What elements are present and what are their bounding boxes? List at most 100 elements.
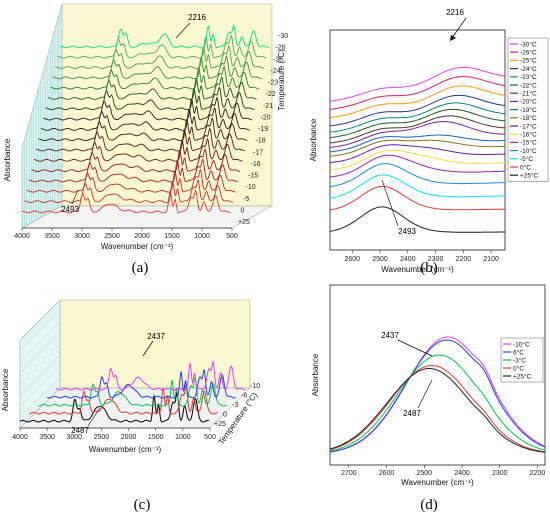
z-tick-label-c: 0	[223, 412, 227, 419]
x-tick-label-d: 2600	[379, 470, 395, 477]
legend-label-d: -10°C	[513, 340, 530, 348]
series-line-b	[329, 134, 505, 153]
series-line-a	[59, 24, 269, 49]
z-tick-label-a: -26	[276, 45, 286, 52]
x-tick-label-c: 2500	[94, 434, 110, 441]
x-axis-label-b: Wavenumber (cm⁻¹)	[381, 265, 454, 274]
x-tick-label-c: 1000	[175, 434, 191, 441]
x-tick-label-a: 3000	[74, 233, 90, 240]
legend-label-b: -30°C	[520, 40, 537, 48]
z-tick-label-c: -10	[250, 383, 260, 390]
z-tick-label-a: -21	[263, 103, 273, 110]
x-tick-label-d: 2300	[492, 470, 508, 477]
z-tick-label-c: -6	[241, 393, 247, 400]
series-line-d	[329, 364, 546, 453]
z-tick-label-a: -18	[256, 138, 266, 145]
series-line-a	[38, 116, 248, 142]
x-tick-label-d: 2500	[417, 470, 433, 477]
x-tick-label-b: 2100	[483, 256, 499, 263]
x-tick-label-c: 1500	[148, 434, 164, 441]
x-tick-label-a: 2000	[134, 233, 150, 240]
series-line-b	[329, 144, 506, 164]
legend-label-b: -16°C	[520, 131, 537, 139]
annotation-2216-b: 2216	[446, 8, 464, 17]
annotation-2216-a: 2216	[188, 13, 206, 22]
x-tick-label-a: 1000	[194, 233, 210, 240]
legend-label-b: -21°C	[520, 90, 537, 98]
annotation-arrow-a	[71, 189, 79, 205]
annotation-arrow-d	[397, 339, 433, 357]
legend-label-b: -18°C	[520, 114, 537, 122]
x-axis-label-d: Wavenumber (cm⁻¹)	[401, 478, 474, 487]
left-wall-gridline-c	[19, 343, 61, 385]
panel-c-chart: 4000 3500 3000 2500 2000 1500 1000 500 Wavenumbe…	[1, 299, 260, 454]
y-axis-label-d: Absorbance	[311, 353, 320, 396]
legend-label-b: -22°C	[520, 81, 537, 89]
series-line-a	[55, 44, 265, 69]
x-tick-label-d: 2200	[530, 470, 546, 477]
left-wall-gridline-c	[19, 310, 61, 352]
annotation-2493-b: 2493	[398, 227, 416, 236]
annotation-arrow-c	[142, 340, 154, 357]
panel-label-c: (c)	[134, 497, 151, 513]
z-tick-label-a: -23	[268, 80, 278, 87]
legend-label-b: -25°C	[520, 57, 537, 65]
left-wall-gridline-c	[19, 365, 61, 407]
x-tick-label-c: 3000	[66, 434, 82, 441]
series-line-a	[50, 65, 260, 90]
series-line-d	[329, 354, 546, 452]
left-wall	[21, 3, 63, 229]
legend-label-b: -23°C	[520, 73, 537, 81]
legend-label-b: +25°C	[520, 172, 539, 180]
series-line-b	[329, 115, 506, 144]
series-line-a	[24, 178, 234, 203]
annotation-arrow-b	[451, 17, 467, 39]
z-tick-label-a: -30	[278, 33, 288, 40]
series-line-a	[48, 75, 257, 100]
legend-label-d: 6°C	[513, 348, 524, 356]
annotation-2437-d: 2437	[381, 331, 399, 340]
series-line-b	[329, 108, 506, 139]
z-tick-label-c: +25	[214, 421, 226, 428]
z-tick-label-a: 0	[241, 207, 245, 214]
legend-label-d: +25°C	[513, 372, 532, 380]
series-line-b	[329, 149, 506, 171]
x-tick-label-d: 2400	[454, 470, 470, 477]
series-line-a	[57, 34, 267, 59]
x-tick-label-d: 2700	[341, 470, 357, 477]
x-axis-label-c: Wavenumber (cm⁻¹)	[89, 445, 162, 454]
z-axis-label-a: Temperature (°C)	[277, 49, 286, 111]
series-line-b	[329, 139, 506, 157]
annotation-2487-c: 2487	[71, 426, 89, 435]
z-tick-label-a: -5	[243, 196, 249, 203]
z-tick-label-a: -22	[266, 91, 276, 98]
z-tick-label-a: -20	[261, 114, 271, 121]
x-tick-label-b: 2200	[456, 256, 472, 263]
series-line-a	[40, 106, 250, 131]
series-line-b	[329, 163, 505, 188]
series-line-a	[26, 168, 236, 193]
series-line-b	[329, 154, 506, 178]
x-tick-label-a: 2500	[104, 233, 120, 240]
legend-label-b: -17°C	[520, 122, 537, 130]
x-tick-label-b: 2400	[400, 256, 416, 263]
series-line-b	[329, 185, 505, 211]
z-tick-label-a: -24	[271, 68, 281, 75]
z-tick-label-a: -10	[246, 184, 256, 191]
series-line-b	[329, 174, 505, 199]
annotation-arrow-d	[417, 379, 433, 409]
x-tick-label-a: 1500	[164, 233, 180, 240]
z-tick-label-c: -3	[232, 402, 238, 409]
legend-label-b: -24°C	[520, 65, 537, 73]
left-wall-gridline-c	[19, 354, 61, 396]
series-line-a	[52, 55, 262, 80]
annotation-2493-a: 2493	[61, 205, 79, 214]
x-tick-label-b: 2300	[428, 256, 444, 263]
series-line-a	[33, 137, 243, 162]
x-tick-label-b: 2600	[344, 256, 360, 263]
y-axis-label-a: Absorbance	[3, 138, 12, 181]
legend-label-b: 0°C	[520, 163, 531, 171]
z-tick-label-a: -19	[258, 126, 268, 133]
annotation-arrow-a	[175, 22, 191, 39]
